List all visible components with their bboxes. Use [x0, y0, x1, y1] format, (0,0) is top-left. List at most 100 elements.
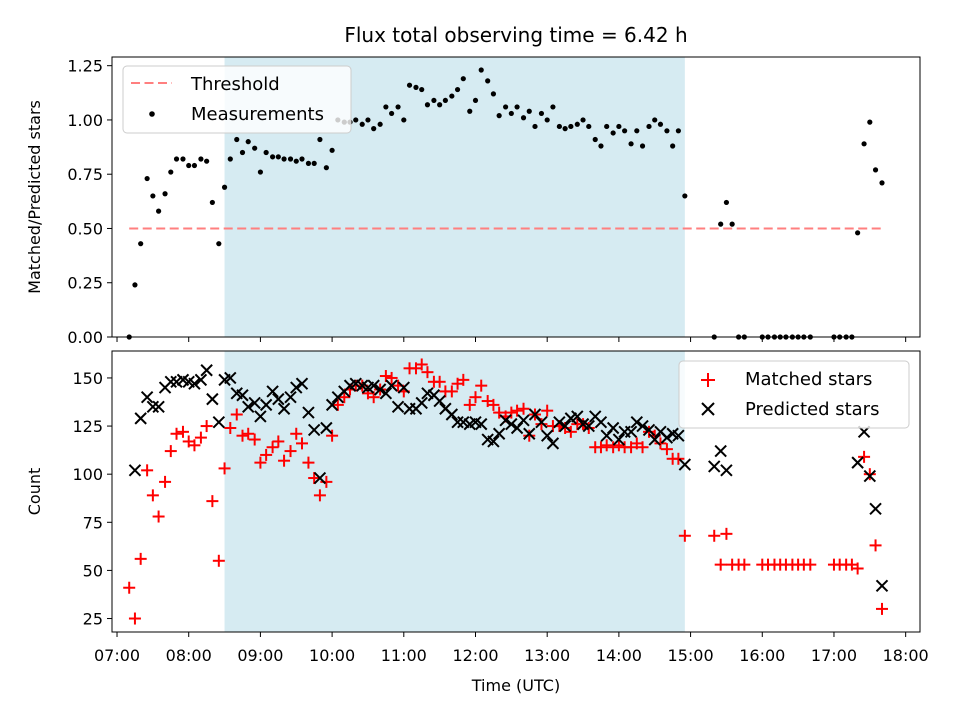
measurement-point: [872, 167, 879, 173]
measurement-point: [867, 119, 873, 125]
top-y-ticks: 0.00 0.25 0.50 0.75 1.00 1.25: [67, 57, 112, 347]
measurement-point: [454, 86, 461, 93]
matched-star-point: [254, 456, 267, 469]
x-tick-label: 10:00: [309, 646, 355, 665]
bottom-legend-box: [678, 360, 910, 429]
predicted-star-point: [571, 410, 584, 423]
y-tick-label: 0.25: [67, 274, 103, 293]
matched-star-point: [146, 489, 159, 502]
bottom-legend: Matched stars Predicted stars: [678, 360, 910, 429]
matched-star-point: [607, 441, 620, 454]
measurement-point: [861, 141, 867, 147]
measurement-point: [299, 156, 305, 162]
matched-star-point: [869, 539, 882, 552]
measurement-point: [198, 156, 204, 162]
x-tick-label: 12:00: [452, 646, 498, 665]
predicted-star-point: [206, 392, 219, 406]
predicted-star-point: [505, 417, 518, 431]
predicted-star-point: [164, 375, 177, 389]
predicted-star-point: [612, 433, 626, 446]
predicted-star-point: [720, 464, 733, 477]
legend-measurements-swatch: [149, 111, 155, 117]
predicted-star-point: [433, 394, 446, 408]
measurement-point: [413, 84, 419, 90]
measurement-point: [879, 180, 885, 186]
matched-star-point: [236, 429, 249, 442]
predicted-star-point: [134, 412, 147, 425]
measurement-point: [209, 199, 215, 206]
y-tick-label: 0.75: [67, 165, 103, 184]
measurement-point: [353, 117, 359, 123]
measurement-point: [216, 241, 222, 247]
matched-star-point: [445, 385, 458, 398]
measurement-point: [723, 199, 730, 206]
predicted-star-point: [385, 379, 398, 392]
matched-star-point: [487, 398, 500, 411]
measurement-point: [419, 86, 425, 93]
matched-star-point: [284, 445, 297, 458]
x-axis-label: Time (UTC): [471, 676, 560, 695]
predicted-star-point: [254, 410, 267, 423]
measurement-point: [138, 241, 144, 247]
measurement-point: [442, 97, 448, 104]
top-legend-box: [122, 65, 352, 134]
measurement-point: [520, 115, 527, 121]
matched-star-point: [708, 529, 721, 542]
measurement-point: [610, 130, 616, 136]
matched-star-point: [367, 391, 380, 404]
measurement-point: [729, 221, 735, 227]
predicted-star-point: [582, 419, 595, 433]
matched-star-point: [176, 425, 189, 438]
predicted-star-point: [863, 469, 877, 483]
predicted-star-point: [146, 400, 160, 414]
measurement-point: [639, 143, 646, 149]
measurement-point: [395, 104, 401, 110]
matched-star-point: [272, 435, 285, 448]
matched-star-point: [164, 445, 177, 458]
predicted-star-point: [224, 371, 237, 385]
y-tick-label: 75: [83, 513, 103, 532]
matched-star-point: [385, 371, 398, 384]
predicted-star-point: [373, 383, 387, 396]
legend-matched-swatch: [701, 373, 715, 387]
matched-star-point: [128, 612, 141, 625]
predicted-star-point: [553, 416, 566, 429]
measurement-point: [538, 110, 545, 117]
y-tick-label: 25: [83, 610, 103, 629]
predicted-star-point: [546, 437, 560, 450]
matched-star-point: [212, 554, 225, 567]
measurement-point: [634, 128, 640, 134]
predicted-star-point: [290, 381, 303, 394]
predicted-star-point: [284, 390, 297, 404]
measurement-point: [204, 158, 210, 164]
matched-star-point: [278, 454, 291, 467]
measurement-point: [580, 117, 586, 123]
top-x-ticks: [116, 337, 907, 342]
predicted-star-point: [152, 400, 165, 414]
x-tick-label: 13:00: [524, 646, 570, 665]
matched-star-point: [457, 373, 470, 386]
measurement-point: [478, 67, 484, 73]
predicted-star-point: [648, 433, 661, 446]
predicted-star-point: [636, 419, 649, 433]
matched-star-point: [612, 439, 625, 452]
matched-star-point: [141, 464, 154, 477]
measurement-point: [287, 156, 294, 162]
measurement-point: [389, 110, 395, 117]
measurement-point: [305, 160, 312, 166]
measurement-point: [532, 123, 538, 130]
x-tick-label: 16:00: [739, 646, 785, 665]
predicted-star-point: [325, 398, 339, 412]
predicted-star-point: [272, 392, 285, 406]
matched-star-point: [248, 433, 261, 446]
y-tick-label: 150: [72, 369, 103, 388]
matched-star-point: [594, 441, 607, 454]
measurement-point: [156, 208, 162, 214]
predicted-star-point: [307, 423, 321, 437]
measurement-point: [556, 123, 562, 130]
matched-star-point: [421, 366, 434, 379]
measurement-point: [311, 160, 317, 166]
matched-star-point: [660, 443, 673, 456]
predicted-star-point: [499, 414, 512, 427]
measurement-point: [293, 158, 299, 164]
